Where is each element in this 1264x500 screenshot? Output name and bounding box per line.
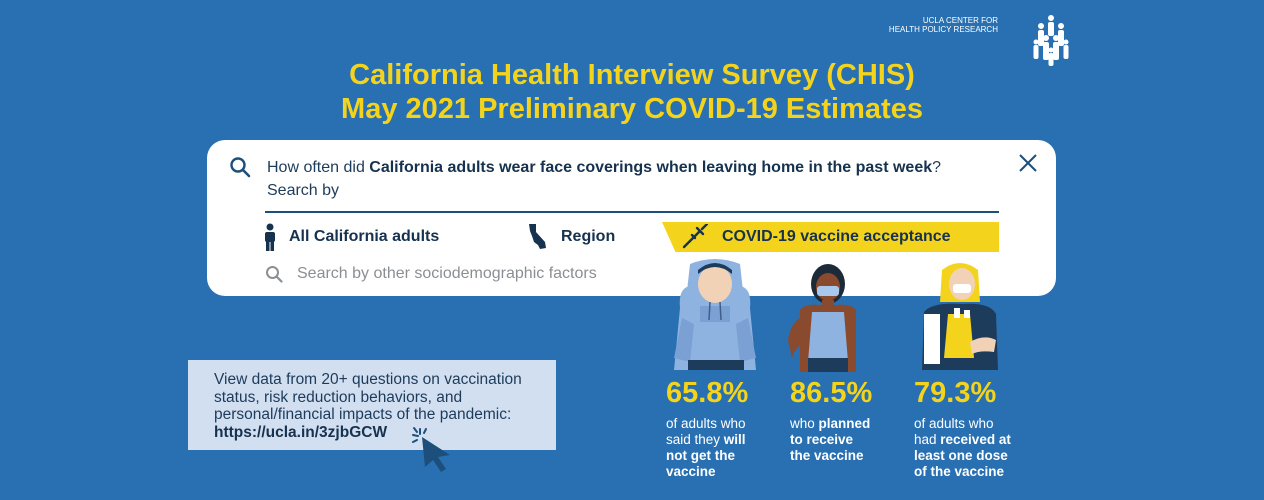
stat-planned: 86.5% who planned to receive the vaccine <box>790 376 910 464</box>
info-box: View data from 20+ questions on vaccinat… <box>188 360 556 450</box>
stat-text-bold: vaccine <box>666 464 716 479</box>
option-region[interactable]: Region <box>527 222 615 252</box>
question-text-start: How often did <box>267 159 370 176</box>
stat-line: least one dose <box>914 448 1034 464</box>
person-planned-illustration <box>788 264 856 372</box>
logo-text: UCLA CENTER FOR HEALTH POLICY RESEARCH <box>889 16 998 34</box>
search-icon <box>230 157 251 178</box>
title-line-2: May 2021 Preliminary COVID-19 Estimates <box>341 93 923 125</box>
person-unvaccinated-illustration <box>674 259 756 370</box>
option-label: COVID-19 vaccine acceptance <box>722 228 951 245</box>
stat-line: who planned <box>790 416 910 432</box>
stat-line: the vaccine <box>790 448 910 464</box>
question-text-end: ? <box>932 159 942 176</box>
cursor-click-icon <box>412 427 450 472</box>
stat-line: not get the <box>666 448 786 464</box>
stat-line: vaccine <box>666 464 786 480</box>
stat-received-dose: 79.3% of adults who had received at leas… <box>914 376 1034 480</box>
info-line-1: View data from 20+ questions on vaccinat… <box>214 371 522 388</box>
stat-text-bold: to receive <box>790 432 854 447</box>
page-title: California Health Interview Survey (CHIS… <box>0 58 1264 126</box>
title-line-1: California Health Interview Survey (CHIS… <box>349 59 915 91</box>
search-question[interactable]: How often did California adults wear fac… <box>267 156 987 202</box>
stat-description: of adults who had received at least one … <box>914 416 1034 480</box>
stat-text-bold: will <box>723 432 746 447</box>
option-all-adults[interactable]: All California adults <box>263 222 439 252</box>
stat-text-bold: planned <box>818 416 871 431</box>
stat-text: had <box>914 432 941 447</box>
stat-text-bold: received at <box>940 432 1011 447</box>
question-text-bold: California adults wear face coverings wh… <box>369 159 933 176</box>
search-by-label: Search by <box>267 182 340 199</box>
search-placeholder: Search by other sociodemographic factors <box>297 265 597 282</box>
stat-line: of adults who <box>666 416 746 431</box>
stat-text: said they <box>666 432 724 447</box>
stat-text: who <box>790 416 819 431</box>
syringe-icon <box>682 224 709 249</box>
sociodemographic-search[interactable]: Search by other sociodemographic factors <box>265 265 597 283</box>
option-label: Region <box>561 228 616 245</box>
close-icon[interactable] <box>1017 152 1039 174</box>
stat-line: said they will <box>666 432 786 448</box>
stat-text-bold: least one dose <box>914 448 1008 463</box>
stat-text-bold: of the vaccine <box>914 464 1005 479</box>
search-card: How often did California adults wear fac… <box>207 140 1056 296</box>
people-group-icon <box>1033 15 1069 66</box>
logo-line-2: HEALTH POLICY RESEARCH <box>888 25 998 34</box>
stat-will-not-get: 65.8% of adults who said they will not g… <box>666 376 786 480</box>
search-icon <box>266 266 283 283</box>
stat-percent: 65.8% <box>666 377 749 409</box>
stat-percent: 86.5% <box>790 377 873 409</box>
ucla-logo: UCLA CENTER FOR HEALTH POLICY RESEARCH <box>889 12 1070 68</box>
logo-line-1: UCLA CENTER FOR <box>922 16 998 25</box>
option-label: All California adults <box>289 228 440 245</box>
stat-description: who planned to receive the vaccine <box>790 416 910 464</box>
info-line-2: status, risk reduction behaviors, and <box>214 388 463 406</box>
person-icon <box>265 223 275 251</box>
stat-line: to receive <box>790 432 910 448</box>
info-line-3: personal/financial impacts of the pandem… <box>214 406 512 423</box>
california-map-icon <box>529 224 546 249</box>
stat-description: of adults who said they will not get the… <box>666 416 786 480</box>
stat-line: had received at <box>914 432 1034 448</box>
stat-line: of adults who <box>914 416 994 431</box>
stat-percent: 79.3% <box>914 377 997 409</box>
divider <box>265 211 999 213</box>
person-vaccinated-illustration <box>922 263 998 370</box>
data-link[interactable]: https://ucla.in/3zjbGCW <box>214 423 388 441</box>
info-text: View data from 20+ questions on vaccinat… <box>214 371 522 441</box>
stat-text-bold: the vaccine <box>790 448 864 463</box>
stat-line: of the vaccine <box>914 464 1034 480</box>
option-vaccine-acceptance[interactable]: COVID-19 vaccine acceptance <box>662 222 999 252</box>
stat-text-bold: not get the <box>666 448 735 463</box>
